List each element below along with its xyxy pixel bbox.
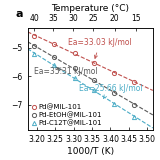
X-axis label: Temperature (°C): Temperature (°C) [51, 4, 129, 13]
Text: Ea=33.03 kJ/mol: Ea=33.03 kJ/mol [68, 38, 132, 58]
Text: Ea=35.31 kJ/mol: Ea=35.31 kJ/mol [34, 67, 98, 76]
X-axis label: 1000/T (K): 1000/T (K) [67, 147, 114, 156]
Legend: Pd@MIL-101, Pd-EtOH@MIL-101, Pd-C12T@MIL-101: Pd@MIL-101, Pd-EtOH@MIL-101, Pd-C12T@MIL… [31, 103, 103, 127]
Text: a: a [15, 9, 23, 19]
Text: Ea=25.66 kJ/mol: Ea=25.66 kJ/mol [79, 84, 143, 98]
